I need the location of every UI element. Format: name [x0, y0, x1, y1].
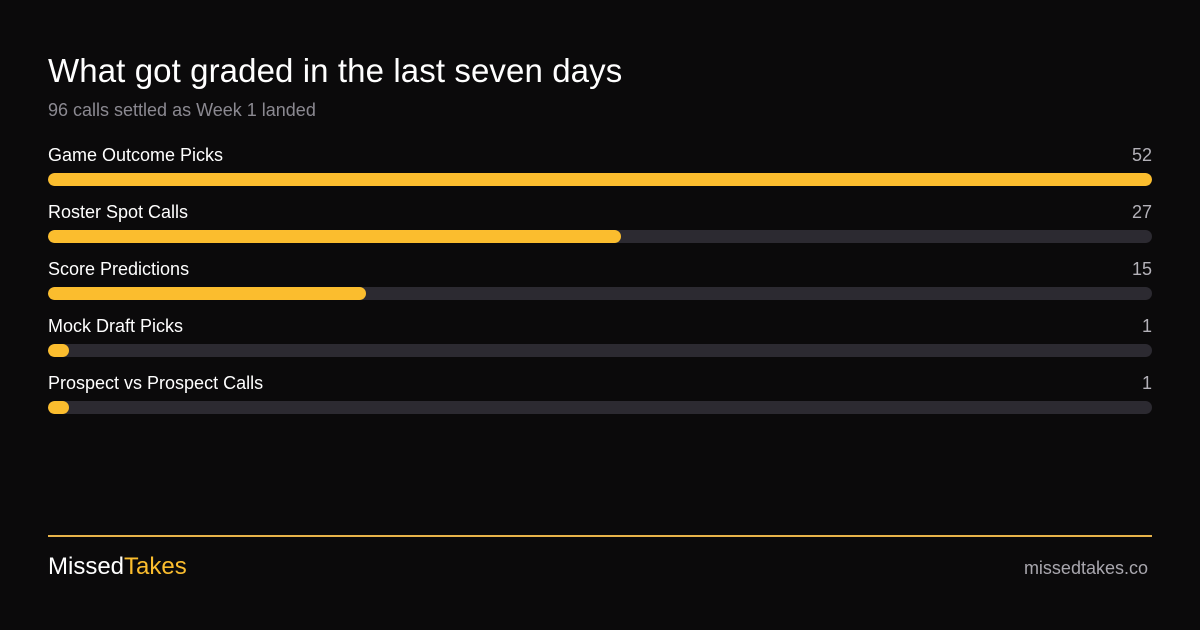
bar-value-label: 27: [1131, 202, 1152, 222]
bar: [48, 287, 366, 300]
bar: [48, 173, 1152, 186]
bar: [48, 401, 69, 414]
bar-label: Score Predictions: [48, 259, 190, 279]
bar-value-label: 15: [1131, 259, 1152, 279]
bar-label: Game Outcome Picks: [48, 145, 224, 165]
site-url[interactable]: missedtakes.co: [1023, 558, 1148, 578]
bar-track: [48, 344, 1152, 357]
bar-row: Game Outcome Picks 52: [48, 143, 1152, 200]
bar-row: Roster Spot Calls 27: [48, 200, 1152, 257]
brand-logo-part2: Takes: [124, 553, 187, 580]
chart-title: What got graded in the last seven days: [48, 52, 623, 89]
bar-label: Roster Spot Calls: [48, 202, 189, 222]
bar-value-label: 52: [1131, 145, 1152, 165]
bar-label: Prospect vs Prospect Calls: [48, 373, 264, 393]
bar-row: Prospect vs Prospect Calls 1: [48, 371, 1152, 428]
bar-track: [48, 401, 1152, 414]
bar: [48, 344, 69, 357]
bar-track: [48, 287, 1152, 300]
brand-logo[interactable]: MissedTakes: [48, 553, 187, 581]
chart-subtitle: 96 calls settled as Week 1 landed: [48, 100, 316, 120]
footer-divider: [48, 535, 1152, 537]
bar-track: [48, 173, 1152, 186]
bar-value-label: 1: [1141, 373, 1152, 393]
bar-row: Mock Draft Picks 1: [48, 314, 1152, 371]
bar-row: Score Predictions 15: [48, 257, 1152, 314]
bar-label: Mock Draft Picks: [48, 316, 184, 336]
brand-logo-part1: Missed: [48, 553, 125, 580]
bar-value-label: 1: [1141, 316, 1152, 336]
bar-track: [48, 230, 1152, 243]
bar-chart: Game Outcome Picks 52 Roster Spot Calls 27 S…: [48, 143, 1152, 428]
bar: [48, 230, 621, 243]
